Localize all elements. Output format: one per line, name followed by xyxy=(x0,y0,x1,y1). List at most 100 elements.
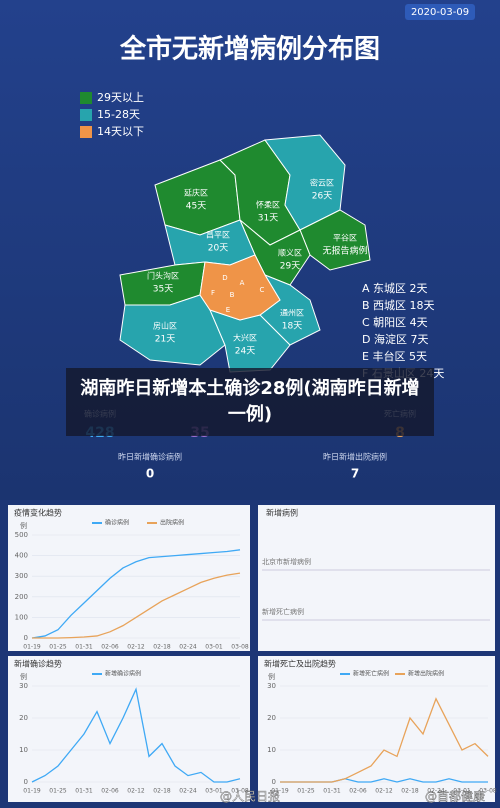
y-axis-label: 例 xyxy=(20,672,27,681)
chart-title: 疫情变化趋势 xyxy=(14,508,62,518)
legend-swatch xyxy=(80,126,92,138)
district-entry: B 西城区 18天 xyxy=(362,299,435,312)
legend-swatch xyxy=(80,92,92,104)
legend-swatch xyxy=(80,109,92,121)
district-days: 26天 xyxy=(312,192,332,202)
y-axis-label: 例 xyxy=(20,521,27,530)
district-days: 45天 xyxy=(186,202,206,212)
district-name: 密云区 xyxy=(310,178,334,188)
legend-label: 新增死亡病例 xyxy=(353,670,389,678)
x-tick-label: 03-01 xyxy=(205,644,223,651)
x-tick-label: 03-08 xyxy=(479,788,497,795)
district-days: 31天 xyxy=(258,214,278,224)
chart-title: 新增确诊趋势 xyxy=(14,659,62,669)
x-tick-label: 01-31 xyxy=(75,644,93,651)
x-tick-label: 02-24 xyxy=(179,788,197,795)
x-tick-label: 02-06 xyxy=(349,788,367,795)
chart-title: 新增死亡及出院趋势 xyxy=(264,659,336,669)
x-tick-label: 02-24 xyxy=(427,788,445,795)
series-line xyxy=(280,697,489,783)
x-tick-label: 02-18 xyxy=(401,788,419,795)
legend-label: 新增确诊病例 xyxy=(105,670,141,678)
legend-label: 确诊病例 xyxy=(105,519,129,527)
legend-label: 新增出院病例 xyxy=(408,670,444,678)
district-days: 无报告病例 xyxy=(322,245,367,257)
x-tick-label: 01-31 xyxy=(323,788,341,795)
daily-label: 昨日新增出院病例 xyxy=(323,452,387,462)
daily-value: 7 xyxy=(351,467,359,481)
x-tick-label: 01-19 xyxy=(23,644,41,651)
x-tick-label: 02-06 xyxy=(101,788,119,795)
x-tick-label: 02-12 xyxy=(127,788,145,795)
x-tick-label: 01-25 xyxy=(297,788,315,795)
panel-label: 新增死亡病例 xyxy=(262,607,304,616)
district-name: 门头沟区 xyxy=(147,271,179,281)
y-tick-label: 500 xyxy=(15,531,28,539)
y-tick-label: 0 xyxy=(24,778,28,786)
x-tick-label: 03-01 xyxy=(453,788,471,795)
x-tick-label: 03-08 xyxy=(231,644,249,651)
legend-label: 15-28天 xyxy=(97,108,140,121)
district-name: 通州区 xyxy=(280,308,304,318)
x-tick-label: 02-24 xyxy=(179,644,197,651)
legend-label: 出院病例 xyxy=(160,519,184,527)
x-tick-label: 02-12 xyxy=(127,644,145,651)
y-tick-label: 0 xyxy=(24,634,28,642)
y-tick-label: 0 xyxy=(272,778,276,786)
x-tick-label: 02-12 xyxy=(375,788,393,795)
panel-label: 北京市新增病例 xyxy=(262,557,311,566)
district-name: 怀柔区 xyxy=(256,200,280,210)
district-days: 18天 xyxy=(282,322,302,332)
date-badge xyxy=(405,4,475,20)
inner-districts xyxy=(199,254,281,321)
y-tick-label: 30 xyxy=(267,682,276,690)
x-tick-label: 03-08 xyxy=(231,788,249,795)
date: 2020-03-09 xyxy=(411,7,469,18)
y-tick-label: 400 xyxy=(15,552,28,560)
panel xyxy=(8,656,250,802)
district-days: 24天 xyxy=(235,347,255,357)
district-entry: C 朝阳区 4天 xyxy=(362,316,428,329)
district-name: 房山区 xyxy=(153,321,177,331)
district-entry: A 东城区 2天 xyxy=(362,282,428,295)
legend-label: 14天以下 xyxy=(97,125,144,138)
inner-letter: B xyxy=(230,291,235,299)
panel xyxy=(258,505,495,651)
series-line xyxy=(31,549,241,639)
title: 全市无新增病例分布图 xyxy=(119,34,380,65)
inner-letter: E xyxy=(226,306,230,314)
district-entry: E 丰台区 5天 xyxy=(362,349,427,363)
x-tick-label: 01-25 xyxy=(49,788,67,795)
panel xyxy=(258,656,495,802)
district-name: 平谷区 xyxy=(333,234,357,243)
inner-letter: A xyxy=(240,279,245,287)
y-tick-label: 30 xyxy=(19,682,28,690)
inner-letter: F xyxy=(211,289,215,297)
caption: 湖南昨日新增本土确诊28例(湖南昨日新增一例) xyxy=(66,368,434,436)
district-name: 顺义区 xyxy=(278,249,302,258)
daily-value: 0 xyxy=(146,467,154,481)
district-days: 21天 xyxy=(155,335,175,345)
y-tick-label: 20 xyxy=(267,714,276,722)
series-line xyxy=(31,687,241,783)
panel xyxy=(8,505,250,651)
district-name: 大兴区 xyxy=(233,333,257,343)
x-tick-label: 01-31 xyxy=(75,788,93,795)
panel-title: 新增病例 xyxy=(266,508,298,518)
district-entry: D 海淀区 7天 xyxy=(362,332,428,346)
district-days: 29天 xyxy=(280,262,300,272)
inner-letter: C xyxy=(260,286,265,294)
watermark: @人民日报 xyxy=(220,789,280,804)
x-tick-label: 02-18 xyxy=(153,644,171,651)
district-days: 20天 xyxy=(208,244,228,254)
x-tick-label: 01-25 xyxy=(49,644,67,651)
x-tick-label: 02-18 xyxy=(153,788,171,795)
series-line xyxy=(32,572,241,639)
y-tick-label: 200 xyxy=(15,593,28,601)
y-tick-label: 20 xyxy=(19,714,28,722)
x-tick-label: 01-19 xyxy=(271,788,289,795)
y-tick-label: 100 xyxy=(15,613,28,621)
district-days: 35天 xyxy=(153,285,173,295)
